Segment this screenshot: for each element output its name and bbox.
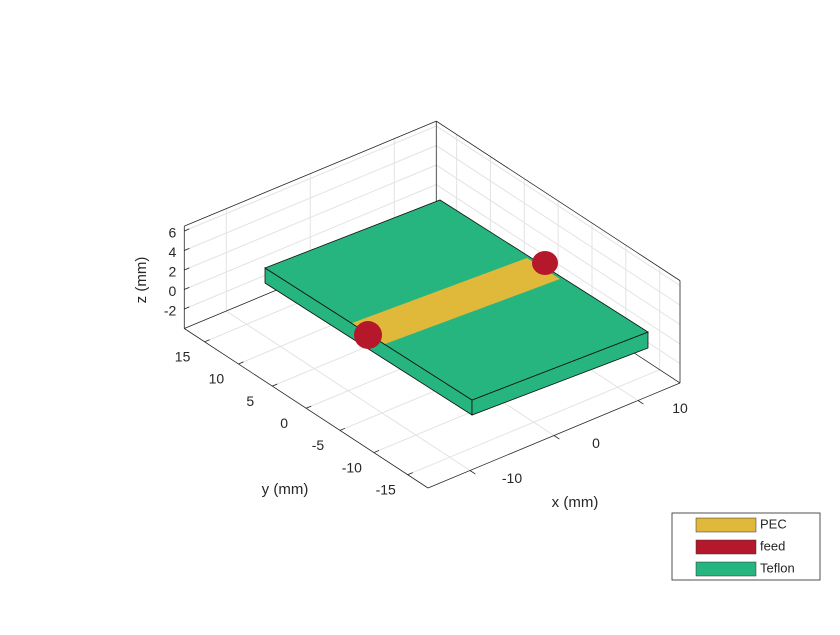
tick-labels: -10 0 10 -15 -10 -5 0 5 10 15 -2 0 2 4 6 — [164, 225, 688, 498]
tick-mark — [272, 383, 278, 387]
x-tick-label: 0 — [592, 435, 600, 451]
legend-swatch — [695, 517, 757, 533]
x-tick-label: 10 — [672, 400, 688, 416]
tick-mark — [184, 306, 190, 310]
z-tick-label: 2 — [168, 264, 176, 280]
tick-mark — [238, 361, 244, 365]
z-tick-label: 6 — [168, 225, 176, 241]
grid-line — [436, 184, 681, 345]
y-tick-label: -5 — [312, 437, 325, 453]
tick-mark — [184, 248, 190, 251]
legend-label: PEC — [760, 516, 787, 531]
model — [264, 199, 649, 416]
x-axis-label: x (mm) — [552, 494, 599, 511]
z-tick-label: -2 — [164, 303, 177, 319]
tick-mark — [407, 472, 413, 476]
grid-line — [184, 145, 437, 251]
y-tick-label: 0 — [280, 415, 288, 431]
tick-mark — [637, 400, 644, 405]
tick-mark — [339, 427, 346, 431]
grid-line — [184, 125, 437, 232]
y-tick-label: 10 — [209, 371, 225, 387]
legend-swatch — [695, 539, 757, 555]
legend: PEC feed Teflon — [671, 512, 821, 581]
grid-line — [407, 369, 660, 476]
tick-mark — [204, 339, 210, 343]
y-tick-label: 15 — [175, 349, 191, 365]
grid-line — [436, 125, 681, 286]
tick-mark — [469, 470, 476, 475]
grid-line — [184, 164, 437, 271]
legend-swatch — [695, 561, 757, 577]
z-tick-label: 4 — [168, 244, 176, 260]
feed — [532, 251, 558, 275]
y-axis-label: y (mm) — [262, 481, 309, 498]
strip — [352, 258, 560, 344]
tick-mark — [553, 435, 560, 440]
feed — [354, 321, 382, 349]
z-axis-label: z (mm) — [133, 257, 150, 304]
grid-line — [184, 184, 437, 290]
axis-edge — [184, 120, 437, 227]
y-tick-label: 5 — [246, 393, 254, 409]
grid-line — [436, 164, 681, 325]
x-tick-label: -10 — [502, 470, 522, 486]
tick-mark — [305, 405, 312, 409]
y-tick-label: -10 — [342, 459, 362, 475]
tick-mark — [373, 450, 380, 453]
tick-mark — [184, 267, 190, 271]
y-tick-label: -15 — [376, 481, 396, 497]
legend-label: Teflon — [760, 560, 795, 575]
legend-label: feed — [760, 538, 785, 553]
tick-mark — [184, 287, 190, 290]
grid-line — [436, 145, 681, 306]
z-tick-label: 0 — [168, 283, 176, 299]
tick-mark — [184, 228, 190, 232]
axis-edge — [436, 120, 681, 281]
